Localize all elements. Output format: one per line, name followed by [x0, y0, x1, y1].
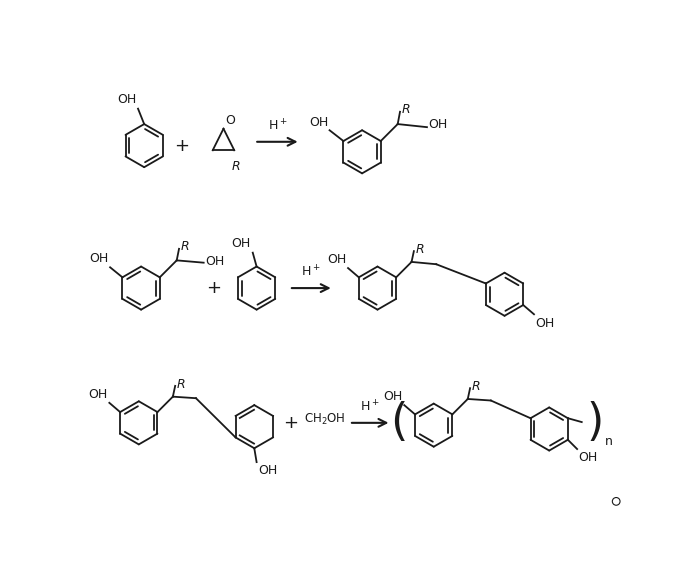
Text: OH: OH	[383, 390, 403, 403]
Text: OH: OH	[205, 255, 224, 268]
Text: R: R	[232, 160, 240, 173]
Text: OH: OH	[231, 237, 251, 251]
Text: R: R	[416, 243, 424, 256]
Text: R: R	[177, 378, 185, 391]
Text: OH: OH	[309, 116, 328, 129]
Text: R: R	[180, 240, 189, 253]
Text: (: (	[390, 402, 408, 444]
Text: +: +	[283, 414, 298, 432]
Text: OH: OH	[88, 387, 108, 400]
Text: OH: OH	[429, 118, 448, 132]
Text: H$^+$: H$^+$	[301, 264, 321, 280]
Text: H$^+$: H$^+$	[267, 118, 287, 133]
Text: OH: OH	[578, 451, 598, 464]
Text: O: O	[225, 114, 235, 127]
Text: R: R	[472, 380, 480, 393]
Text: OH: OH	[535, 316, 555, 329]
Text: R: R	[402, 104, 410, 116]
Text: +: +	[173, 137, 189, 154]
Text: OH: OH	[258, 464, 278, 478]
Text: OH: OH	[89, 252, 109, 265]
Text: OH: OH	[327, 253, 347, 266]
Text: n: n	[605, 435, 612, 448]
Text: OH: OH	[117, 93, 136, 106]
Text: ): )	[587, 402, 604, 444]
Text: CH$_{2}$OH: CH$_{2}$OH	[304, 412, 346, 427]
Text: H$^+$: H$^+$	[361, 399, 380, 414]
Text: +: +	[206, 279, 221, 297]
